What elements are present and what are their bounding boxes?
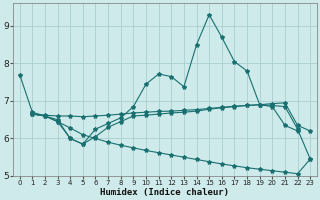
X-axis label: Humidex (Indice chaleur): Humidex (Indice chaleur): [100, 188, 229, 197]
